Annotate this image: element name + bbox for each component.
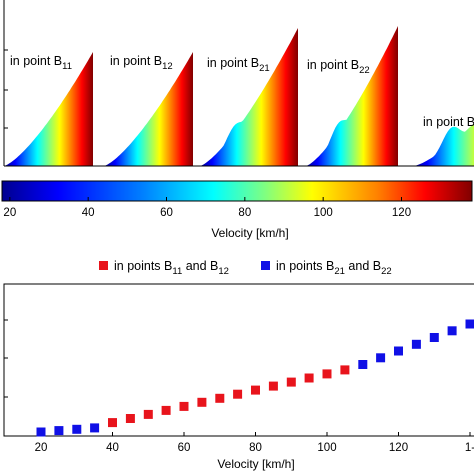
scatter-point-b21-b22 bbox=[429, 333, 439, 342]
scatter-point-b11-b12 bbox=[322, 369, 332, 379]
scatter-point-b21-b22 bbox=[465, 319, 474, 329]
bottom-xticks: 20 40 60 80 100 120 1- bbox=[35, 432, 474, 454]
scatter-point-b21-b22 bbox=[447, 326, 457, 336]
colorbar-tick-label: 40 bbox=[82, 207, 95, 219]
scatter-points bbox=[36, 319, 474, 437]
scatter-point-b21-b22 bbox=[90, 423, 100, 433]
velocity-profile-fill bbox=[414, 123, 474, 166]
scatter-point-b11-b12 bbox=[125, 414, 135, 423]
bottom-xtick-label: 100 bbox=[317, 442, 336, 454]
bottom-xtick-label: 60 bbox=[178, 442, 191, 454]
velocity-profile-fill bbox=[4, 52, 93, 166]
colorbar-tick-label: 80 bbox=[238, 207, 251, 219]
velocity-profile-fill bbox=[306, 26, 398, 166]
bottom-xlabel: Velocity [km/h] bbox=[217, 457, 294, 471]
colorbar-label: Velocity [km/h] bbox=[211, 226, 288, 240]
scatter-point-b11-b12 bbox=[233, 389, 243, 399]
scatter-point-b11-b12 bbox=[251, 385, 260, 395]
annotation-b11: in point B11 bbox=[10, 54, 72, 72]
scatter-point-b11-b12 bbox=[179, 401, 189, 411]
colorbar-tick-label: 20 bbox=[3, 207, 16, 219]
annotation-b12: in point B12 bbox=[110, 54, 173, 72]
bottom-xtick-label: 20 bbox=[35, 442, 48, 454]
annotation-b21: in point B21 bbox=[207, 56, 270, 74]
legend-marker-b11-b12 bbox=[99, 261, 108, 270]
scatter-point-b11-b12 bbox=[161, 405, 171, 415]
legend-marker-b21-b22 bbox=[261, 261, 270, 270]
colorbar-tick-label: 60 bbox=[160, 207, 173, 219]
scatter-point-b21-b22 bbox=[411, 339, 421, 349]
legend-label-b21-b22: in points B21 and B22 bbox=[276, 259, 392, 277]
legend-label-b11-b12: in points B11 and B12 bbox=[114, 259, 229, 277]
scatter-point-b11-b12 bbox=[268, 381, 278, 391]
annotation-b22: in point B22 bbox=[307, 58, 370, 76]
velocity-profile-fill bbox=[104, 52, 193, 166]
velocity-profiles bbox=[4, 26, 474, 166]
colorbar-tick-label: 120 bbox=[392, 207, 411, 219]
scatter-point-b21-b22 bbox=[358, 360, 368, 369]
colorbar-gradient bbox=[1, 180, 473, 202]
scatter-point-b21-b22 bbox=[36, 427, 46, 437]
scatter-point-b11-b12 bbox=[340, 365, 350, 375]
scatter-point-b11-b12 bbox=[286, 377, 296, 387]
bottom-xtick-label: 80 bbox=[249, 442, 262, 454]
scatter-point-b21-b22 bbox=[376, 353, 386, 363]
bottom-xtick-label: 1- bbox=[465, 442, 474, 454]
scatter-point-b11-b12 bbox=[197, 397, 207, 407]
scatter-point-b21-b22 bbox=[72, 424, 82, 434]
scatter-point-b11-b12 bbox=[215, 393, 225, 403]
colorbar-tick-label: 100 bbox=[314, 207, 333, 219]
scatter-point-b11-b12 bbox=[108, 418, 117, 428]
colorbar-ticks: 20 40 60 80 100 120 bbox=[3, 197, 411, 219]
colorbar: 20 40 60 80 100 120 Velocity [km/h] bbox=[1, 180, 473, 240]
velocity-profile-fill bbox=[200, 28, 298, 166]
scatter-point-b11-b12 bbox=[304, 373, 314, 383]
annotation-b-cut: in point B bbox=[423, 115, 474, 129]
top-panel: in point B11 in point B12 in point B21 i… bbox=[3, 0, 474, 167]
bottom-panel: 20 40 60 80 100 120 1- Velocity [km/h] bbox=[3, 283, 474, 471]
scatter-point-b21-b22 bbox=[54, 426, 64, 436]
scatter-point-b21-b22 bbox=[394, 346, 403, 356]
bottom-xtick-label: 120 bbox=[389, 442, 408, 454]
legend: in points B11 and B12 in points B21 and … bbox=[99, 259, 392, 277]
scatter-point-b11-b12 bbox=[143, 409, 153, 419]
bottom-axes-box bbox=[3, 283, 474, 437]
bottom-xtick-label: 40 bbox=[106, 442, 119, 454]
